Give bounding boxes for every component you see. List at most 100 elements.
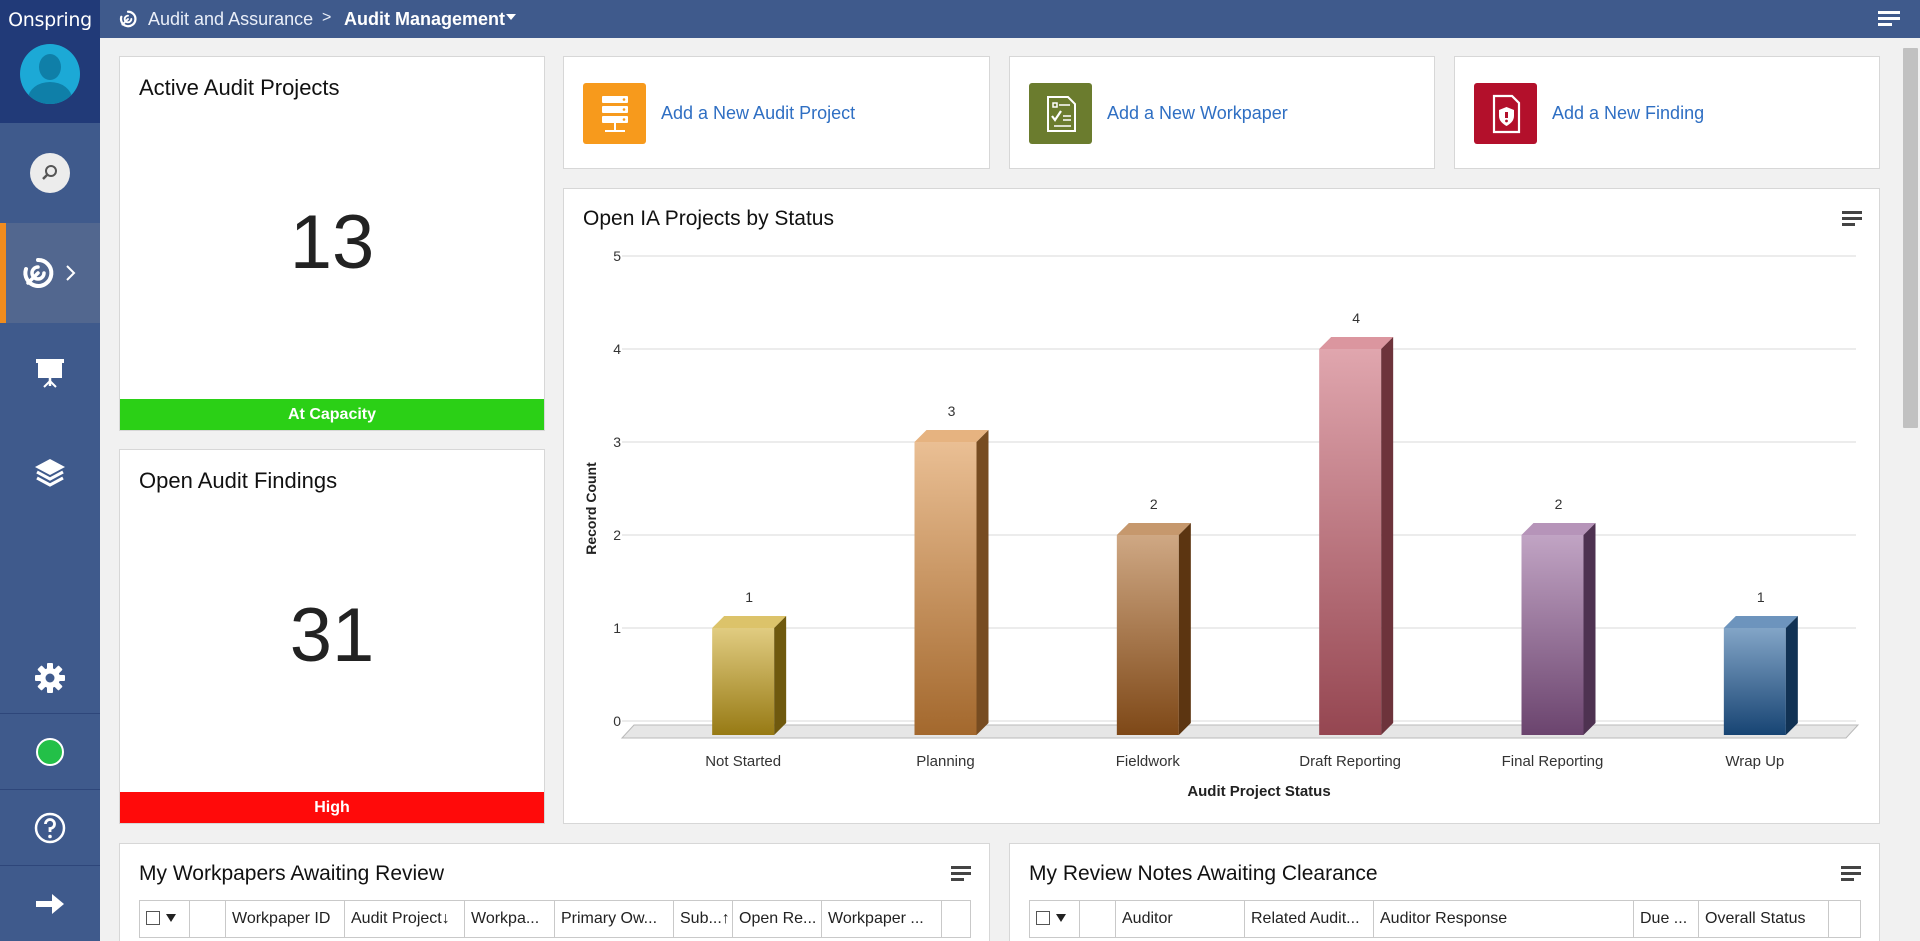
select-menu-caret-icon[interactable] bbox=[166, 913, 176, 922]
select-all-checkbox[interactable] bbox=[146, 910, 160, 925]
nav-audit[interactable] bbox=[0, 223, 100, 323]
data-label: 1 bbox=[1757, 589, 1765, 605]
data-label: 1 bbox=[745, 589, 753, 605]
review-notes-grid-header: Auditor Related Audit... Auditor Respons… bbox=[1029, 900, 1861, 938]
select-all-checkbox[interactable] bbox=[1036, 910, 1050, 925]
breadcrumb-parent[interactable]: Audit and Assurance bbox=[148, 9, 314, 29]
y-tick-label: 4 bbox=[613, 341, 621, 357]
nav-status[interactable] bbox=[0, 714, 100, 790]
select-all-control[interactable] bbox=[1030, 901, 1080, 937]
breadcrumb-separator: > bbox=[322, 9, 332, 26]
column-header[interactable]: Due ... bbox=[1634, 901, 1699, 937]
workpapers-menu-icon[interactable] bbox=[951, 866, 971, 882]
breadcrumb-current[interactable]: Audit Management bbox=[344, 9, 506, 29]
column-header[interactable]: Auditor bbox=[1116, 901, 1245, 937]
onspring-swirl-icon bbox=[23, 257, 54, 288]
add-audit-project-card[interactable]: Add a New Audit Project bbox=[563, 56, 990, 169]
bar-side bbox=[774, 616, 787, 735]
bar-front bbox=[1116, 535, 1179, 735]
online-status-icon bbox=[36, 738, 64, 766]
nav-logout[interactable] bbox=[0, 866, 100, 941]
column-header[interactable]: Primary Ow... bbox=[555, 901, 674, 937]
nav-layers[interactable] bbox=[0, 423, 100, 523]
bar-front bbox=[914, 442, 977, 735]
y-axis-label: Record Count bbox=[583, 462, 599, 555]
bar-fieldwork bbox=[1116, 523, 1191, 735]
bar-top bbox=[1116, 523, 1191, 535]
column-header[interactable]: Workpa... bbox=[465, 901, 555, 937]
bar-top bbox=[1521, 523, 1596, 535]
bar-wrap-up bbox=[1723, 616, 1798, 735]
column-header[interactable]: Workpaper ID bbox=[226, 901, 345, 937]
x-tick-label: Draft Reporting bbox=[1299, 753, 1401, 770]
bar-side bbox=[1381, 337, 1394, 735]
add-audit-project-link[interactable]: Add a New Audit Project bbox=[661, 103, 856, 123]
nav-help[interactable] bbox=[0, 790, 100, 866]
presentation-icon bbox=[36, 359, 64, 388]
add-finding-card[interactable]: Add a New Finding bbox=[1454, 56, 1880, 169]
bar-draft-reporting bbox=[1319, 337, 1394, 735]
bar-front bbox=[1319, 349, 1382, 735]
layers-icon bbox=[35, 459, 65, 487]
x-tick-label: Final Reporting bbox=[1502, 753, 1604, 770]
page-scrollbar-thumb[interactable] bbox=[1903, 48, 1918, 428]
kpi-title: Active Audit Projects bbox=[139, 75, 340, 100]
chart-title: Open IA Projects by Status bbox=[583, 207, 834, 230]
bar-top bbox=[914, 430, 989, 442]
checklist-doc-icon bbox=[1029, 83, 1092, 144]
select-menu-caret-icon[interactable] bbox=[1056, 913, 1066, 922]
data-label: 2 bbox=[1150, 496, 1158, 512]
nav-settings[interactable] bbox=[0, 628, 100, 728]
chevron-right-icon bbox=[66, 265, 76, 281]
data-label: 2 bbox=[1555, 496, 1563, 512]
y-tick-label: 0 bbox=[613, 713, 621, 729]
y-tick-label: 5 bbox=[613, 248, 621, 264]
kpi-open-findings[interactable]: Open Audit Findings 31 High bbox=[119, 449, 545, 824]
select-all-control[interactable] bbox=[140, 901, 190, 937]
bar-planning bbox=[914, 430, 989, 735]
caret-down-icon[interactable] bbox=[506, 13, 516, 21]
left-nav: Onspring bbox=[0, 0, 100, 941]
chart-menu-icon[interactable] bbox=[1842, 211, 1862, 227]
logo-area: Onspring bbox=[0, 0, 100, 123]
bar-chart: 0 1 2 3 4 5 Record Count Audit Project Status 1 N… bbox=[583, 248, 1860, 800]
column-header[interactable]: Open Re... bbox=[733, 901, 822, 937]
bar-top bbox=[1723, 616, 1798, 628]
y-tick-label: 3 bbox=[613, 434, 621, 450]
add-finding-link[interactable]: Add a New Finding bbox=[1552, 103, 1705, 123]
kpi-value: 13 bbox=[289, 200, 375, 285]
column-header[interactable]: Auditor Response bbox=[1374, 901, 1634, 937]
arrow-right-icon bbox=[36, 893, 64, 914]
kpi-active-projects[interactable]: Active Audit Projects 13 At Capacity bbox=[119, 56, 545, 431]
column-header[interactable]: Workpaper ... bbox=[822, 901, 942, 937]
add-workpaper-link[interactable]: Add a New Workpaper bbox=[1107, 103, 1288, 123]
column-header[interactable]: Related Audit... bbox=[1245, 901, 1374, 937]
bar-front bbox=[1521, 535, 1584, 735]
column-header[interactable]: Sub...↑ bbox=[674, 901, 733, 937]
bar-top bbox=[1319, 337, 1394, 349]
server-stack-icon bbox=[583, 83, 646, 144]
y-tick-label: 1 bbox=[613, 620, 621, 636]
app-logo[interactable]: Onspring bbox=[8, 9, 92, 31]
data-label: 4 bbox=[1352, 310, 1360, 326]
column-header[interactable]: Audit Project↓ bbox=[345, 901, 465, 937]
data-label: 3 bbox=[948, 403, 956, 419]
nav-presentation[interactable] bbox=[0, 323, 100, 423]
bar-top bbox=[712, 616, 787, 628]
search-icon bbox=[30, 153, 70, 193]
bar-side bbox=[1583, 523, 1596, 735]
kpi-value: 31 bbox=[289, 593, 375, 678]
column-spacer bbox=[1080, 901, 1116, 937]
bar-side bbox=[1178, 523, 1191, 735]
column-spacer bbox=[190, 901, 226, 937]
add-workpaper-card[interactable]: Add a New Workpaper bbox=[1009, 56, 1435, 169]
nav-search[interactable] bbox=[0, 123, 100, 223]
avatar[interactable] bbox=[20, 44, 80, 104]
x-axis-label: Audit Project Status bbox=[1187, 783, 1330, 800]
page-menu-icon[interactable] bbox=[1878, 10, 1900, 33]
top-bar: Audit and Assurance > Audit Management bbox=[100, 0, 1920, 38]
column-header[interactable]: Overall Status bbox=[1699, 901, 1829, 937]
gear-icon bbox=[35, 663, 65, 693]
review-notes-menu-icon[interactable] bbox=[1841, 866, 1861, 882]
status-badge: At Capacity bbox=[120, 399, 544, 430]
